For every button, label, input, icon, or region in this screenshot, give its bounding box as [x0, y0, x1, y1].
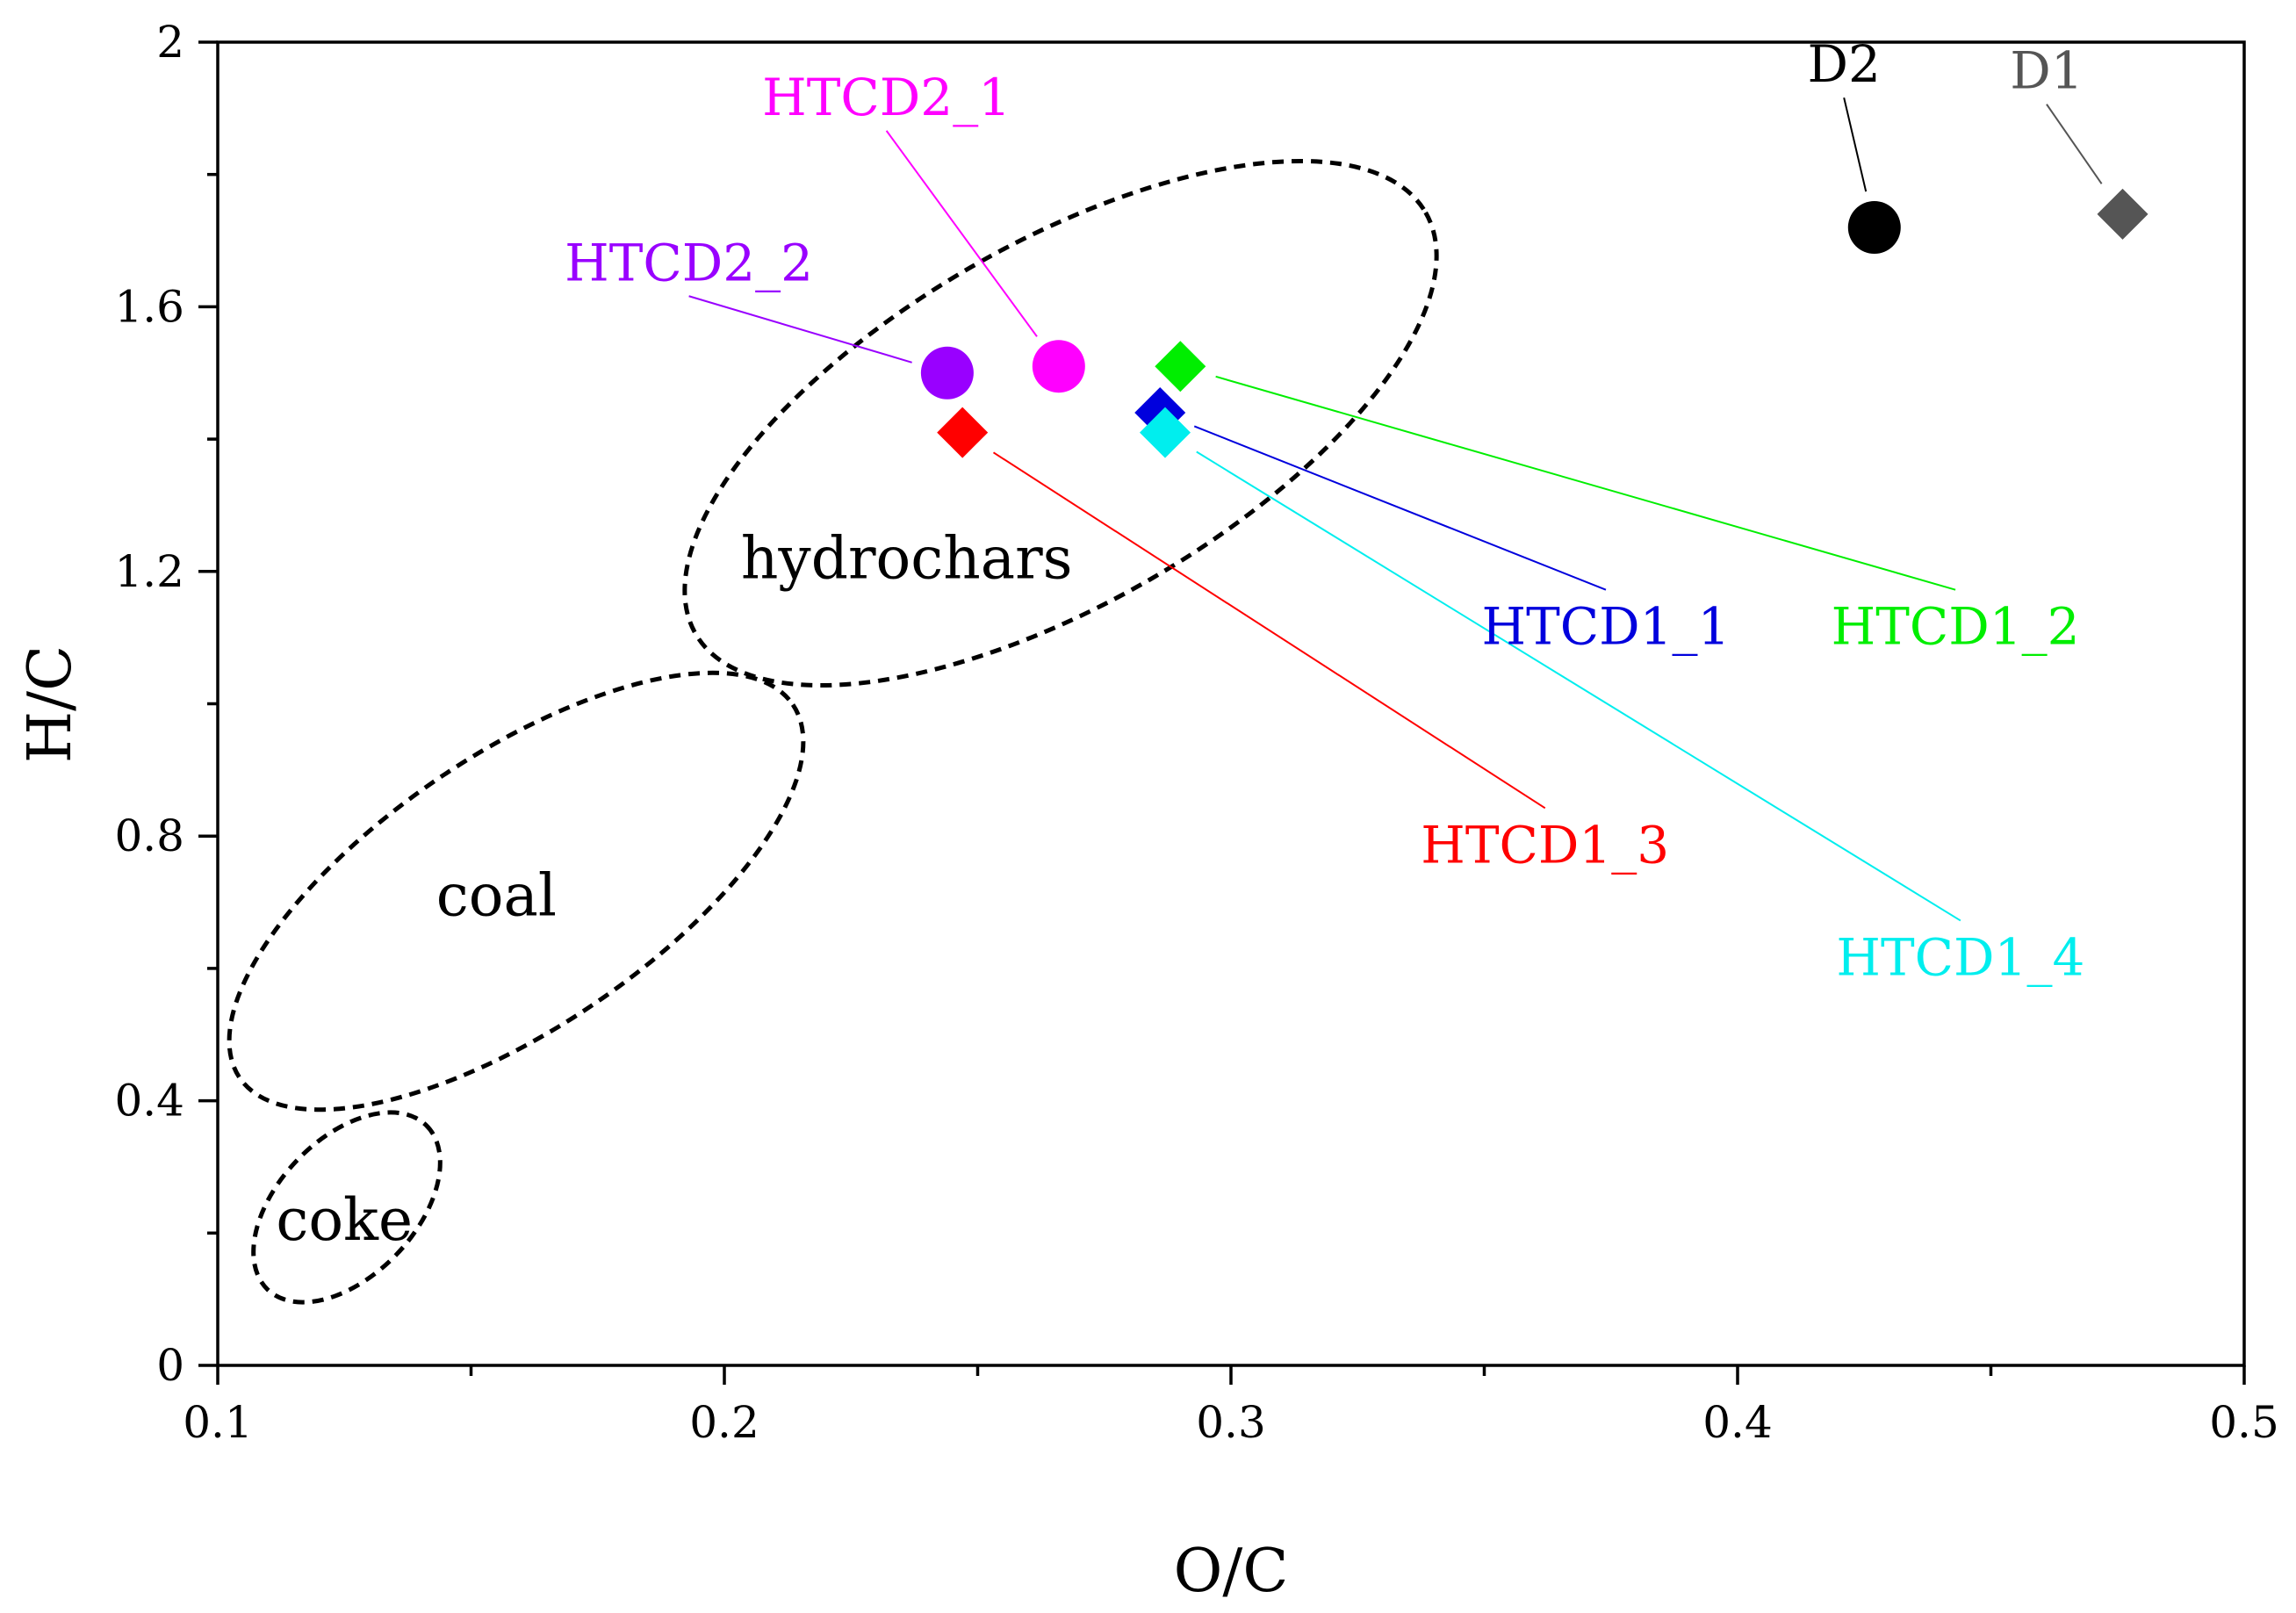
- y-axis-title: H/C: [16, 645, 85, 763]
- leader-line-htcd2-1: [885, 130, 1038, 337]
- data-points: [920, 188, 2148, 458]
- region-label-hydrochars: hydrochars: [741, 524, 1073, 592]
- x-tick-label: 0.1: [183, 1397, 253, 1448]
- point-labels: D1 D2 HTCD2_1 HTCD2_2 HTCD1_1 HTCD1_2 HTCD1_3 H…: [565, 34, 2084, 987]
- x-axis-title: O/C: [1174, 1537, 1289, 1606]
- leader-line-d2: [1843, 97, 1868, 192]
- point-label-htcd1-4: HTCD1_4: [1836, 927, 2084, 987]
- region-label-coke: coke: [276, 1186, 413, 1254]
- leader-line-d1: [2046, 104, 2103, 184]
- point-d1: [2097, 188, 2148, 240]
- point-label-d2: D2: [1807, 34, 1880, 94]
- x-tick-label: 0.4: [1702, 1397, 1773, 1448]
- y-tick-label: 2: [156, 17, 184, 68]
- leader-line-htcd1-2: [1215, 375, 1956, 591]
- point-htcd1-4: [1139, 407, 1191, 458]
- point-htcd1-2: [1155, 341, 1206, 392]
- y-tick-label: 0: [156, 1340, 184, 1391]
- leader-line-htcd1-4: [1196, 450, 1961, 922]
- point-label-d1: D1: [2010, 41, 2083, 101]
- point-htcd2-2: [920, 346, 974, 400]
- point-label-htcd1-2: HTCD1_2: [1832, 597, 2080, 657]
- y-axis: 0 0.4 0.8 1.2 1.6 2: [114, 17, 218, 1391]
- leader-lines: [688, 97, 2103, 922]
- point-label-htcd2-2: HTCD2_2: [565, 233, 813, 292]
- region-coal-outline: [227, 670, 806, 1113]
- y-tick-label: 0.4: [114, 1076, 184, 1127]
- leader-line-htcd1-1: [1193, 425, 1607, 591]
- y-tick-label: 1.6: [114, 281, 184, 332]
- region-label-coal: coal: [436, 862, 557, 930]
- point-label-htcd1-3: HTCD1_3: [1421, 815, 1669, 875]
- x-tick-label: 0.2: [689, 1397, 759, 1448]
- point-d2: [1847, 200, 1901, 254]
- x-tick-label: 0.3: [1196, 1397, 1266, 1448]
- x-tick-label: 0.5: [2209, 1397, 2279, 1448]
- leader-line-htcd2-2: [688, 295, 912, 364]
- leader-line-htcd1-3: [992, 451, 1546, 810]
- y-tick-label: 0.8: [114, 810, 184, 861]
- y-tick-label: 1.2: [114, 546, 184, 597]
- point-label-htcd1-1: HTCD1_1: [1482, 597, 1731, 657]
- point-htcd1-3: [937, 407, 989, 458]
- x-axis: 0.1 0.2 0.3 0.4 0.5: [183, 1365, 2279, 1448]
- point-htcd2-1: [1032, 340, 1085, 393]
- point-label-htcd2-1: HTCD2_1: [762, 68, 1011, 127]
- region-coke-outline: [251, 1110, 443, 1305]
